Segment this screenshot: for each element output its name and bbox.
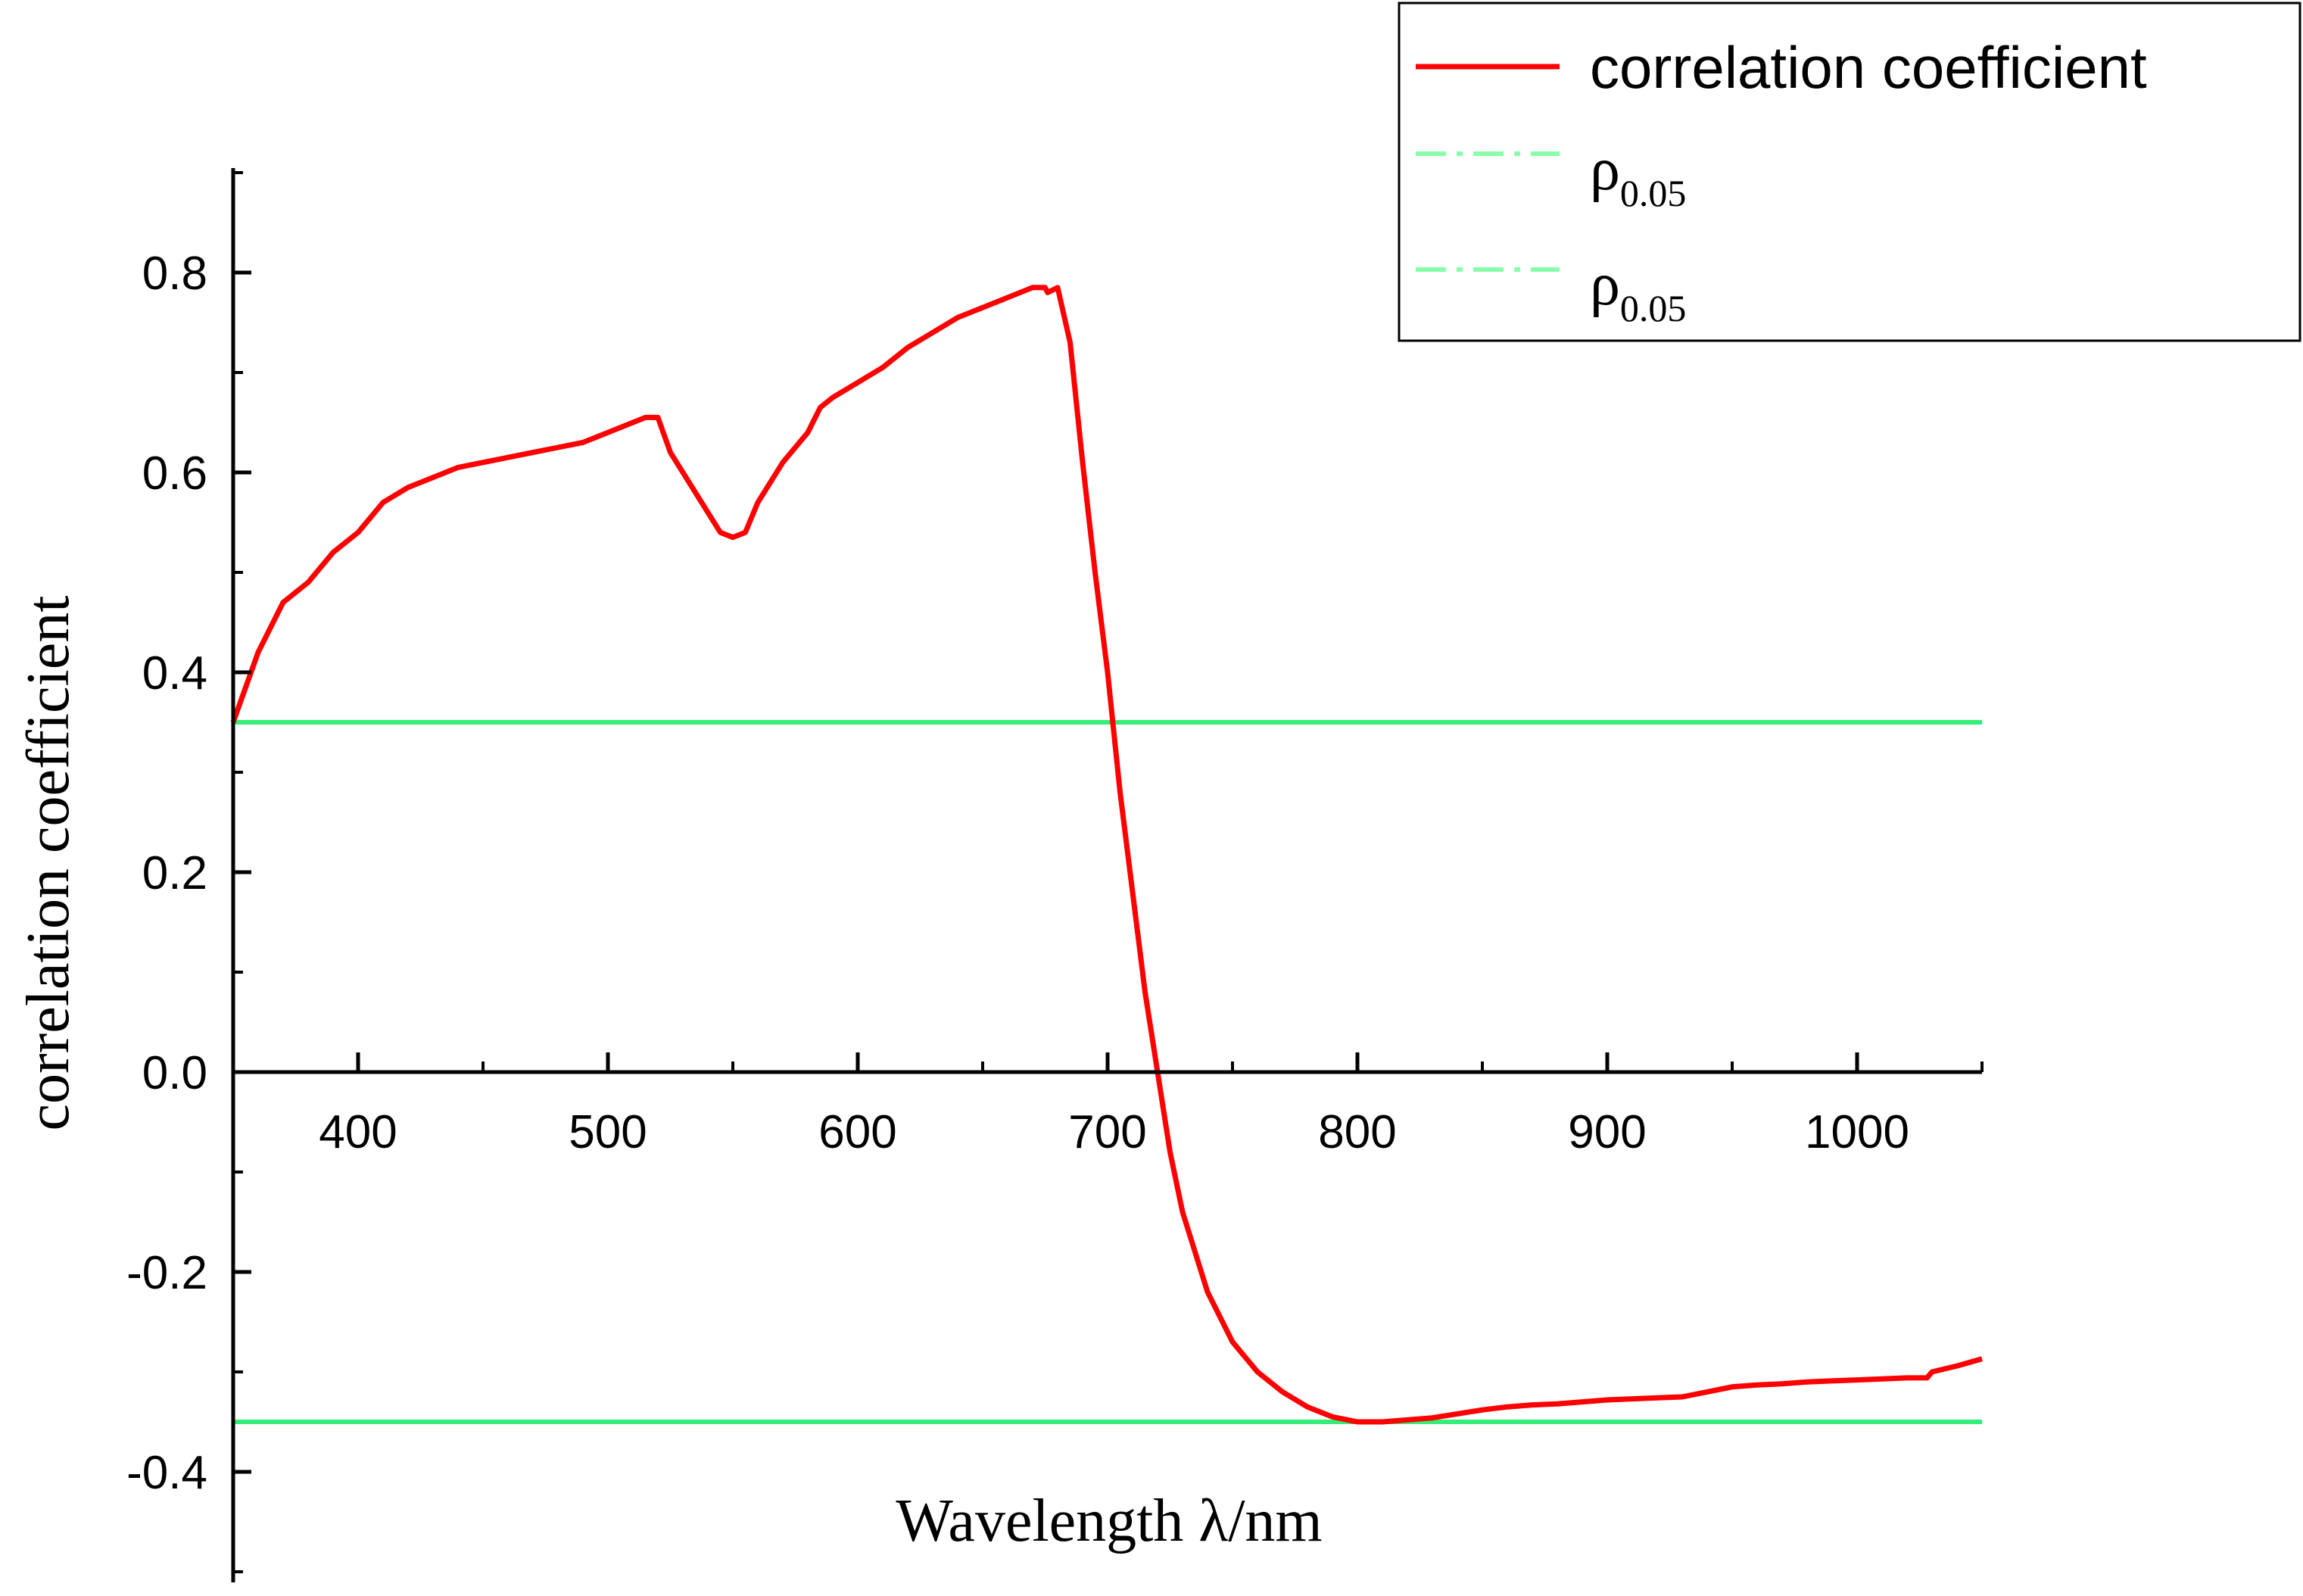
series-line-correlation: [230, 285, 1983, 1425]
legend-label-rho-lower: ρ0.05: [1590, 251, 1686, 329]
x-tick-label: 800: [1318, 1106, 1396, 1158]
x-tick-label: 900: [1568, 1106, 1646, 1158]
x-tick-label: 600: [818, 1106, 896, 1158]
legend: correlation coefficient ρ0.05 ρ0.05: [1398, 2, 2301, 342]
y-tick-label: 0.2: [142, 847, 207, 899]
legend-label-rho-upper: ρ0.05: [1590, 136, 1686, 214]
x-tick-label: 700: [1068, 1106, 1146, 1158]
legend-rho-symbol: ρ: [1590, 136, 1620, 203]
x-tick-label: 1000: [1805, 1106, 1909, 1158]
axes: -0.4 -0.2 0.0 0.2 0.4 0.6 0.8 400 500 600 700 800 9…: [126, 168, 1984, 1582]
legend-label-correlation: correlation coefficient: [1590, 34, 2147, 101]
legend-rho-subscript: 0.05: [1620, 287, 1687, 329]
y-tick-label: 0.4: [142, 647, 207, 700]
x-axis-title: Wavelength λ/nm: [896, 1488, 1322, 1554]
x-tick-label: 400: [319, 1106, 397, 1158]
x-ticks: 400 500 600 700 800 900 1000: [319, 1052, 1984, 1158]
y-tick-label: -0.2: [126, 1247, 207, 1299]
legend-box: [1398, 2, 2301, 342]
y-tick-label: 0.6: [142, 447, 207, 500]
x-tick-label: 500: [569, 1106, 647, 1158]
plot-lines: [230, 285, 1983, 1425]
y-tick-label: -0.4: [126, 1447, 207, 1499]
y-ticks: -0.4 -0.2 0.0 0.2 0.4 0.6 0.8: [126, 171, 251, 1573]
y-axis-title: correlation coefficient: [15, 595, 82, 1130]
y-tick-label: 0.8: [142, 248, 207, 300]
legend-rho-symbol: ρ: [1590, 251, 1620, 318]
y-tick-label: 0.0: [142, 1047, 207, 1099]
legend-rho-subscript: 0.05: [1620, 172, 1687, 214]
